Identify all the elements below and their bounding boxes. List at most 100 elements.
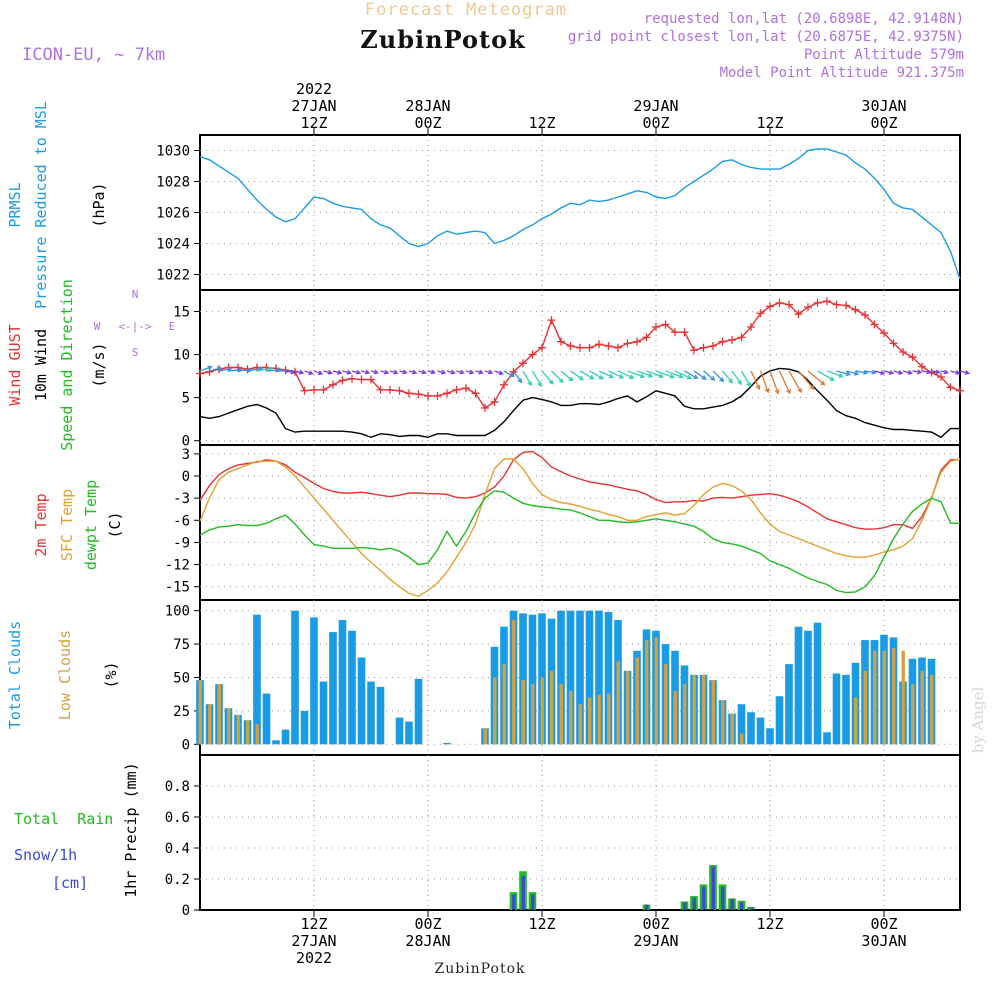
low-cloud-bar	[521, 680, 525, 745]
wind-arrow-head	[618, 374, 625, 379]
total-cloud-bar	[794, 626, 803, 745]
requested-coords: requested lon,lat (20.6898E, 42.9148N)	[644, 11, 964, 27]
pressure-line	[199, 148, 961, 280]
time-label: 2022	[296, 80, 332, 98]
y-tick-label-temp: 3	[182, 447, 190, 463]
y-tick-labels: 1030102810261024102215105030-3-6-9-12-15…	[156, 144, 190, 920]
panel-frame-precip	[199, 754, 961, 911]
gust-marker	[414, 390, 423, 399]
closest-coords: grid point closest lon,lat (20.6875E, 42…	[568, 29, 964, 45]
low-cloud-bar	[208, 704, 212, 745]
wind-arrow-head	[888, 370, 895, 375]
gust-marker	[690, 346, 698, 355]
total-cloud-bar	[595, 610, 603, 745]
wind-direction-arrow	[893, 370, 903, 374]
wind-arrow-head	[440, 369, 447, 375]
wind-arrow-head	[678, 373, 684, 379]
total-cloud-bar	[367, 681, 375, 745]
total-cloud-bar	[842, 674, 850, 745]
total-cloud-bar	[262, 693, 271, 745]
wind-arrow-head	[509, 372, 515, 378]
gust-marker	[395, 386, 404, 395]
wind-arrow-head	[935, 369, 941, 375]
low-cloud-bar	[512, 620, 516, 745]
total-cloud-bar	[348, 630, 356, 745]
wind-arrow-head	[737, 379, 742, 386]
wind-arrow-head	[373, 369, 379, 375]
wind-arrow-head	[608, 373, 615, 379]
gust-marker	[566, 341, 575, 350]
wind-arrow-head	[383, 369, 390, 375]
low-cloud-bar	[255, 724, 259, 745]
low-cloud-bar	[227, 708, 231, 745]
point-altitude: Point Altitude 579m	[804, 47, 964, 63]
low-cloud-bar	[198, 680, 202, 745]
y-tick-label-pressure: 1026	[156, 206, 190, 222]
y-tick-label-wind: 10	[173, 348, 190, 364]
low-cloud-bar	[920, 670, 924, 745]
wind-arrow-head	[964, 370, 971, 375]
compass-w: W	[94, 320, 101, 333]
wind-direction-arrow	[579, 370, 594, 380]
time-label: 27JAN	[291, 97, 336, 115]
wind-direction-arrow	[769, 370, 779, 394]
time-label: 2022	[296, 949, 332, 967]
snow-bar	[721, 886, 725, 910]
wind-arrow-head	[298, 369, 305, 375]
wind-arrow-head	[693, 374, 699, 380]
gust-marker	[490, 397, 499, 406]
total-cloud-bar	[566, 610, 575, 745]
snow-bar	[740, 902, 744, 910]
gust-marker	[889, 339, 898, 348]
wind-arrow-head	[955, 370, 961, 375]
wind-direction-arrow	[494, 370, 503, 375]
gust-marker	[452, 385, 461, 394]
wind-direction-arrow	[778, 370, 791, 394]
wind-arrow-head	[797, 387, 802, 394]
side-label-temp: (C)	[106, 511, 124, 538]
wind-direction-arrow	[598, 370, 614, 378]
gust-marker	[595, 340, 603, 349]
gust-marker	[633, 337, 641, 346]
gust-marker	[405, 389, 413, 398]
side-label-clouds: (%)	[102, 661, 120, 688]
wind-arrow-head	[355, 369, 362, 375]
gust-marker	[661, 320, 670, 329]
y-tick-label-precip: 0.4	[165, 841, 190, 857]
time-label: 28JAN	[405, 97, 450, 115]
gust-marker	[823, 297, 831, 306]
total-cloud-bar	[823, 732, 831, 745]
wind-arrow-head	[459, 369, 465, 375]
model-altitude: Model Point Altitude 921.375m	[720, 65, 964, 81]
wind-direction-arrow	[712, 370, 724, 382]
wind-arrow-head	[629, 374, 635, 379]
wind-arrow-head	[838, 373, 844, 378]
total-cloud-bar	[756, 717, 765, 745]
wind-direction-arrow	[285, 370, 295, 374]
wind-arrow-head	[701, 375, 707, 380]
total-cloud-bar	[281, 729, 290, 745]
wind-direction-arrow	[531, 370, 542, 386]
low-cloud-bar	[911, 684, 915, 745]
low-cloud-bar	[654, 637, 658, 745]
low-cloud-bar	[588, 697, 592, 745]
low-cloud-bar	[683, 684, 687, 745]
gust-marker	[585, 343, 594, 352]
low-cloud-bar	[692, 674, 696, 745]
time-label: 00Z	[642, 114, 669, 132]
wind-arrow-head	[943, 369, 949, 375]
temp-sfc-line	[199, 458, 961, 598]
low-cloud-bar	[597, 694, 601, 745]
gust-marker	[300, 386, 309, 395]
side-label-clouds: Low Clouds	[56, 630, 74, 720]
gust-marker	[804, 303, 812, 312]
total-cloud-bar	[338, 620, 347, 745]
gust-marker	[357, 375, 366, 384]
total-cloud-bar	[395, 717, 404, 745]
y-tick-label-temp: -9	[173, 535, 190, 551]
total-cloud-bar	[832, 673, 841, 745]
low-cloud-bar	[730, 713, 734, 745]
snow-bar	[645, 904, 649, 910]
total-cloud-bar	[443, 742, 451, 745]
